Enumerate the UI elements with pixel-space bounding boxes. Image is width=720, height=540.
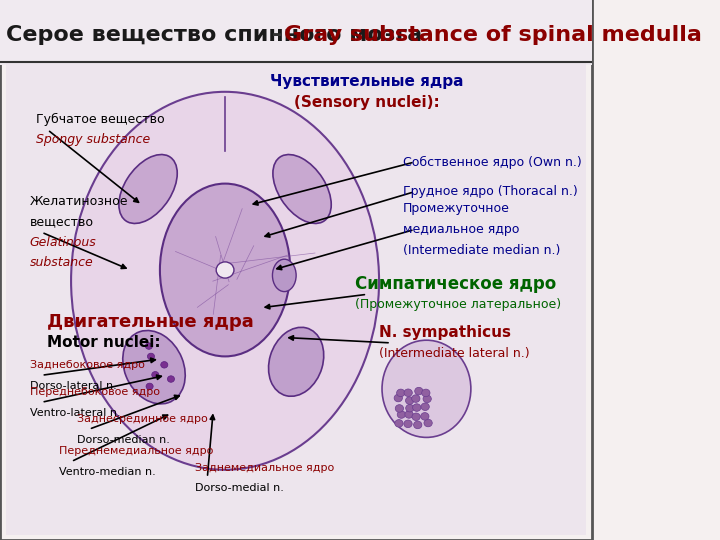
Text: Серое вещество спинного мозга: Серое вещество спинного мозга [6, 25, 422, 45]
FancyBboxPatch shape [0, 0, 593, 65]
Text: N. sympathicus: N. sympathicus [379, 325, 511, 340]
Text: Gelatinous: Gelatinous [30, 236, 96, 249]
Circle shape [404, 389, 413, 396]
Ellipse shape [123, 330, 185, 404]
Text: Чувствительные ядра: Чувствительные ядра [271, 74, 464, 89]
Ellipse shape [273, 154, 331, 224]
Circle shape [405, 397, 414, 404]
Text: Губчатое вещество: Губчатое вещество [35, 113, 164, 126]
Text: Промежуточное: Промежуточное [402, 202, 510, 215]
Circle shape [421, 403, 429, 410]
Circle shape [405, 404, 414, 412]
Circle shape [146, 383, 153, 390]
Text: Двигательные ядра: Двигательные ядра [48, 313, 254, 331]
Circle shape [397, 411, 405, 418]
Ellipse shape [269, 327, 324, 396]
Circle shape [148, 353, 155, 360]
Text: Spongy substance: Spongy substance [35, 133, 150, 146]
Text: Желатинозное: Желатинозное [30, 195, 128, 208]
Circle shape [395, 404, 403, 412]
Circle shape [394, 394, 402, 402]
Circle shape [413, 421, 422, 429]
Text: Переднебоковое ядро: Переднебоковое ядро [30, 387, 160, 397]
Circle shape [420, 413, 429, 420]
Ellipse shape [71, 92, 379, 470]
Text: Ventro-lateral n.: Ventro-lateral n. [30, 408, 120, 417]
Text: (Intermediate median n.): (Intermediate median n.) [402, 244, 560, 256]
FancyBboxPatch shape [6, 62, 586, 535]
Text: Переднемедиальное ядро: Переднемедиальное ядро [59, 447, 214, 456]
Ellipse shape [119, 154, 177, 224]
Text: Грудное ядро (Thoracal n.): Грудное ядро (Thoracal n.) [402, 185, 577, 198]
Circle shape [424, 419, 432, 427]
Circle shape [415, 387, 423, 395]
Text: (Intermediate lateral n.): (Intermediate lateral n.) [379, 347, 530, 360]
Circle shape [395, 420, 403, 427]
Circle shape [422, 389, 430, 397]
Text: Симпатическое ядро: Симпатическое ядро [356, 275, 557, 293]
Text: Заднебоковое ядро: Заднебоковое ядро [30, 360, 145, 370]
Ellipse shape [382, 340, 471, 437]
Circle shape [404, 420, 412, 428]
Text: вещество: вещество [30, 215, 94, 228]
Text: Dorso-medial n.: Dorso-medial n. [195, 483, 284, 493]
Circle shape [423, 395, 431, 403]
Circle shape [152, 372, 159, 378]
Text: Ventro-median n.: Ventro-median n. [59, 467, 156, 477]
Text: Gray substance of spinal medulla: Gray substance of spinal medulla [284, 25, 702, 45]
Ellipse shape [160, 184, 290, 356]
Text: Собственное ядро (Own n.): Собственное ядро (Own n.) [402, 156, 582, 168]
Ellipse shape [272, 259, 296, 292]
Circle shape [405, 410, 413, 418]
Text: Заднесрединное ядро: Заднесрединное ядро [77, 414, 208, 424]
Circle shape [413, 404, 421, 411]
Text: медиальное ядро: медиальное ядро [402, 223, 519, 236]
Text: Заднемедиальное ядро: Заднемедиальное ядро [195, 463, 335, 472]
Text: Dorso-median n.: Dorso-median n. [77, 435, 170, 444]
Circle shape [161, 362, 168, 368]
Text: –: – [264, 25, 290, 45]
Text: Dorso-lateral n.: Dorso-lateral n. [30, 381, 117, 390]
Text: substance: substance [30, 256, 94, 269]
Text: (Промежуточное латеральное): (Промежуточное латеральное) [356, 298, 562, 311]
Circle shape [412, 413, 420, 421]
Circle shape [167, 376, 174, 382]
Circle shape [145, 343, 153, 349]
Circle shape [397, 389, 405, 397]
Circle shape [412, 395, 420, 402]
Text: (Sensory nuclei):: (Sensory nuclei): [294, 94, 440, 110]
Text: Motor nuclei:: Motor nuclei: [48, 335, 161, 350]
Circle shape [216, 262, 234, 278]
